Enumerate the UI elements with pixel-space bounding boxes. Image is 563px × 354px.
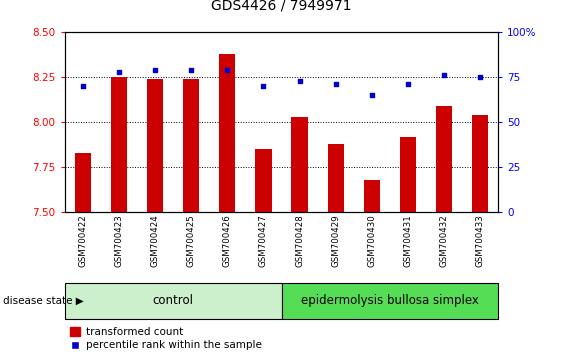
Point	[295, 78, 304, 84]
Point	[367, 92, 376, 98]
Text: GSM700429: GSM700429	[331, 214, 340, 267]
Text: GSM700422: GSM700422	[78, 214, 87, 267]
Bar	[292, 117, 308, 212]
Text: GSM700427: GSM700427	[259, 214, 268, 267]
Text: GSM700424: GSM700424	[150, 214, 159, 267]
Point	[150, 67, 159, 73]
Bar	[328, 144, 344, 212]
Legend: transformed count, percentile rank within the sample: transformed count, percentile rank withi…	[70, 327, 261, 350]
Text: GSM700426: GSM700426	[223, 214, 232, 267]
Text: epidermolysis bullosa simplex: epidermolysis bullosa simplex	[301, 295, 479, 307]
Point	[114, 69, 123, 74]
Bar	[436, 106, 452, 212]
Bar	[147, 79, 163, 212]
Bar	[111, 77, 127, 212]
Text: GSM700430: GSM700430	[367, 214, 376, 267]
Bar	[472, 115, 488, 212]
Point	[187, 67, 196, 73]
Text: GSM700433: GSM700433	[476, 214, 485, 267]
Bar	[183, 79, 199, 212]
Point	[404, 81, 413, 87]
Point	[259, 83, 268, 89]
Point	[440, 72, 449, 78]
Bar	[400, 137, 416, 212]
Text: GSM700432: GSM700432	[440, 214, 449, 267]
Text: GSM700423: GSM700423	[114, 214, 123, 267]
Point	[78, 83, 87, 89]
Bar	[65, 283, 282, 319]
Text: GDS4426 / 7949971: GDS4426 / 7949971	[211, 0, 352, 12]
Bar	[219, 53, 235, 212]
Text: GSM700425: GSM700425	[187, 214, 196, 267]
Text: control: control	[153, 295, 194, 307]
Bar	[282, 283, 498, 319]
Point	[331, 81, 340, 87]
Text: disease state ▶: disease state ▶	[3, 296, 83, 306]
Bar	[255, 149, 271, 212]
Bar	[75, 153, 91, 212]
Bar	[364, 180, 380, 212]
Point	[223, 67, 232, 73]
Point	[476, 74, 485, 80]
Text: GSM700428: GSM700428	[295, 214, 304, 267]
Text: GSM700431: GSM700431	[404, 214, 413, 267]
